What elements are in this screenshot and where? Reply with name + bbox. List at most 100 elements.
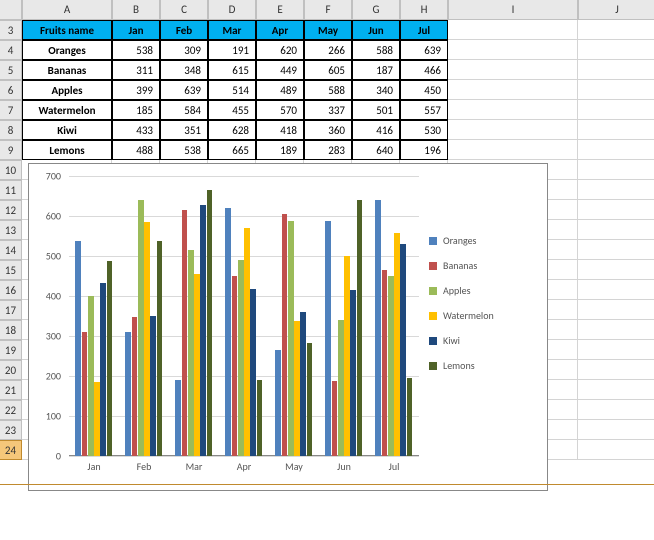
cell[interactable]: 266 [304,40,352,60]
cell[interactable] [578,360,654,380]
column-header[interactable]: D [208,0,256,20]
cell[interactable] [578,160,654,180]
cell[interactable] [578,220,654,240]
cell[interactable] [578,420,654,440]
cell[interactable]: Jan [112,20,160,40]
cell[interactable]: 337 [304,100,352,120]
row-header[interactable]: 10 [0,160,22,180]
cell[interactable]: 450 [400,80,448,100]
cell[interactable] [578,60,654,80]
cell[interactable]: Mar [208,20,256,40]
row-header[interactable]: 5 [0,60,22,80]
cell[interactable] [448,60,578,80]
cell[interactable] [578,80,654,100]
cell[interactable]: 187 [352,60,400,80]
cell[interactable]: 348 [160,60,208,80]
cell[interactable] [578,20,654,40]
row-header[interactable]: 17 [0,300,22,320]
cell[interactable] [578,280,654,300]
cell[interactable]: 640 [352,140,400,160]
cell[interactable]: Watermelon [22,100,112,120]
cell[interactable] [578,320,654,340]
cell[interactable]: May [304,20,352,40]
column-header[interactable]: G [352,0,400,20]
cell[interactable] [578,380,654,400]
row-header[interactable]: 6 [0,80,22,100]
cell[interactable]: 665 [208,140,256,160]
cell[interactable]: Fruits name [22,20,112,40]
row-header[interactable]: 23 [0,420,22,440]
row-header[interactable]: 8 [0,120,22,140]
cell[interactable]: Jun [352,20,400,40]
row-header[interactable]: 19 [0,340,22,360]
cell[interactable]: 416 [352,120,400,140]
cell[interactable]: 620 [256,40,304,60]
column-header[interactable]: J [578,0,654,20]
cell[interactable] [578,180,654,200]
row-header[interactable]: 22 [0,400,22,420]
cell[interactable] [578,300,654,320]
cell[interactable]: 584 [160,100,208,120]
cell[interactable]: 351 [160,120,208,140]
cell[interactable] [578,120,654,140]
column-header[interactable]: E [256,0,304,20]
cell[interactable]: 185 [112,100,160,120]
column-header[interactable]: C [160,0,208,20]
row-header[interactable]: 21 [0,380,22,400]
cell[interactable]: 196 [400,140,448,160]
cell[interactable]: 399 [112,80,160,100]
cell[interactable]: 309 [160,40,208,60]
cell[interactable]: 489 [256,80,304,100]
cell[interactable] [578,260,654,280]
cell[interactable]: 615 [208,60,256,80]
row-header[interactable]: 13 [0,220,22,240]
cell[interactable]: 311 [112,60,160,80]
column-header[interactable]: A [22,0,112,20]
cell[interactable] [448,120,578,140]
cell[interactable] [578,440,654,460]
cell[interactable] [448,80,578,100]
cell[interactable]: 283 [304,140,352,160]
cell[interactable] [578,340,654,360]
cell[interactable]: 514 [208,80,256,100]
row-header[interactable]: 14 [0,240,22,260]
select-all-cell[interactable] [0,0,22,20]
column-header[interactable]: H [400,0,448,20]
column-header[interactable]: B [112,0,160,20]
cell[interactable] [578,40,654,60]
row-header[interactable]: 18 [0,320,22,340]
cell[interactable]: 639 [400,40,448,60]
cell[interactable]: 340 [352,80,400,100]
cell[interactable]: Oranges [22,40,112,60]
row-header[interactable]: 16 [0,280,22,300]
row-header[interactable]: 12 [0,200,22,220]
cell[interactable]: 418 [256,120,304,140]
cell[interactable] [448,20,578,40]
cell[interactable]: 466 [400,60,448,80]
cell[interactable]: 538 [160,140,208,160]
cell[interactable]: Apr [256,20,304,40]
cell[interactable]: 360 [304,120,352,140]
cell[interactable]: 605 [304,60,352,80]
row-header[interactable]: 7 [0,100,22,120]
cell[interactable]: 639 [160,80,208,100]
cell[interactable]: Lemons [22,140,112,160]
cell[interactable]: 628 [208,120,256,140]
cell[interactable]: 530 [400,120,448,140]
cell[interactable]: 433 [112,120,160,140]
row-header[interactable]: 24 [0,440,22,460]
cell[interactable]: 449 [256,60,304,80]
cell[interactable]: Kiwi [22,120,112,140]
cell[interactable] [448,140,578,160]
row-header[interactable]: 9 [0,140,22,160]
cell[interactable] [578,240,654,260]
cell[interactable]: 488 [112,140,160,160]
cell[interactable]: 189 [256,140,304,160]
cell[interactable]: 191 [208,40,256,60]
column-header[interactable]: F [304,0,352,20]
cell[interactable]: Jul [400,20,448,40]
cell[interactable]: Feb [160,20,208,40]
row-header[interactable]: 20 [0,360,22,380]
cell[interactable] [578,100,654,120]
cell[interactable] [448,100,578,120]
